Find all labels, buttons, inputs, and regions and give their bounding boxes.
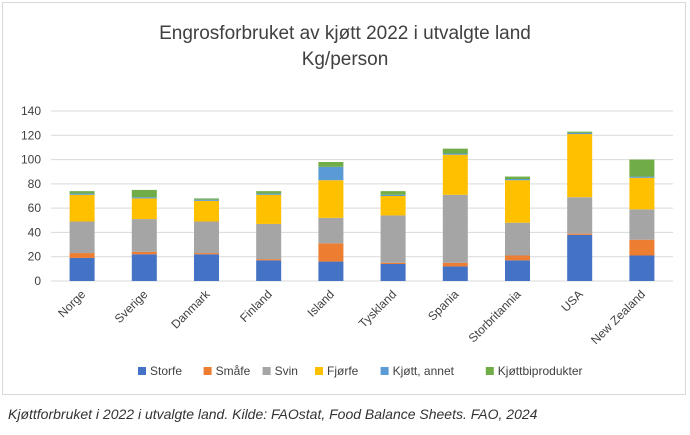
bar-segment bbox=[194, 198, 219, 200]
bar-segment bbox=[131, 219, 157, 252]
bar-segment bbox=[256, 193, 282, 195]
bar-segment bbox=[505, 176, 530, 179]
bar-segment bbox=[442, 153, 468, 155]
bar-segment bbox=[442, 262, 468, 267]
legend-swatch bbox=[380, 367, 389, 375]
chart-frame: Engrosforbruket av kjøtt 2022 i utvalgte… bbox=[2, 2, 686, 395]
bar-segment bbox=[131, 254, 157, 281]
bar-segment bbox=[69, 193, 95, 195]
bar-segment bbox=[318, 180, 344, 218]
bar-segment bbox=[505, 179, 530, 181]
bar-segment bbox=[194, 199, 219, 201]
bar-segment bbox=[505, 260, 530, 281]
x-tick-label: Storbritannia bbox=[466, 287, 524, 345]
bar-segment bbox=[505, 180, 530, 223]
bar-segment bbox=[629, 176, 655, 178]
y-tick-label: 80 bbox=[28, 177, 42, 191]
bar-segment bbox=[131, 251, 157, 255]
legend-swatch bbox=[138, 367, 146, 375]
y-tick-label: 100 bbox=[21, 153, 41, 167]
bar-segment bbox=[380, 196, 406, 216]
bar-segment bbox=[131, 189, 157, 198]
legend-label: Kjøtt, annet bbox=[393, 364, 455, 378]
bar-segment bbox=[380, 215, 406, 263]
legend-label: Kjøttbiprodukter bbox=[498, 364, 583, 378]
y-axis-ticks: 0 20 40 60 80 100 120 140 bbox=[21, 104, 41, 288]
x-axis-ticks: Norge Sverige Danmark Finland Island Tyskland… bbox=[55, 287, 648, 348]
x-tick-label: Spania bbox=[425, 287, 462, 324]
x-tick-label: New Zealand bbox=[588, 287, 648, 347]
bar-segment bbox=[380, 264, 406, 281]
bar-segment bbox=[69, 221, 95, 254]
y-tick-label: 20 bbox=[28, 250, 42, 264]
legend-swatch bbox=[262, 367, 271, 375]
bar-segment bbox=[256, 259, 282, 261]
y-tick-label: 120 bbox=[21, 128, 41, 142]
bar-segment bbox=[69, 257, 95, 281]
legend-label: Fjørfe bbox=[327, 364, 359, 378]
bar-segment bbox=[131, 198, 157, 220]
stacked-bar-chart: Engrosforbruket av kjøtt 2022 i utvalgte… bbox=[21, 23, 673, 378]
bar-segment bbox=[318, 162, 344, 167]
bar-segment bbox=[505, 255, 530, 261]
bar-segment bbox=[380, 262, 406, 264]
legend-label: Småfe bbox=[216, 364, 251, 378]
bar-segment bbox=[629, 209, 655, 240]
bar-segment bbox=[318, 217, 344, 244]
bars bbox=[69, 131, 655, 281]
bar-segment bbox=[380, 194, 406, 196]
x-tick-label: Tyskland bbox=[356, 287, 399, 330]
bar-segment bbox=[442, 266, 468, 281]
bar-segment bbox=[194, 253, 219, 255]
bar-segment bbox=[567, 197, 593, 234]
x-tick-label: Danmark bbox=[168, 287, 213, 332]
bar-segment bbox=[318, 243, 344, 262]
bar-segment bbox=[567, 131, 593, 133]
chart-title: Engrosforbruket av kjøtt 2022 i utvalgte… bbox=[159, 23, 531, 44]
legend-label: Svin bbox=[275, 364, 298, 378]
bar-segment bbox=[442, 154, 468, 195]
y-tick-label: 140 bbox=[21, 104, 41, 118]
y-tick-label: 0 bbox=[34, 274, 41, 288]
legend-label: Storfe bbox=[150, 364, 182, 378]
bar-segment bbox=[629, 255, 655, 281]
bar-segment bbox=[567, 134, 593, 198]
bar-segment bbox=[629, 239, 655, 256]
bar-segment bbox=[567, 233, 593, 235]
bar-segment bbox=[442, 148, 468, 154]
x-tick-label: Sverige bbox=[112, 287, 151, 326]
legend-swatch bbox=[485, 367, 494, 375]
y-tick-label: 60 bbox=[28, 201, 42, 215]
bar-segment bbox=[380, 191, 406, 195]
figure-caption: Kjøttforbruket i 2022 i utvalgte land. K… bbox=[8, 406, 538, 422]
x-tick-label: Norge bbox=[55, 287, 88, 320]
bar-segment bbox=[131, 197, 157, 199]
bar-segment bbox=[567, 132, 593, 135]
x-tick-label: Finland bbox=[237, 287, 275, 325]
bar-segment bbox=[318, 261, 344, 281]
y-tick-label: 40 bbox=[28, 225, 42, 239]
x-tick-label: USA bbox=[558, 287, 585, 314]
x-tick-label: Island bbox=[304, 287, 337, 320]
bar-segment bbox=[256, 191, 282, 194]
bar-segment bbox=[194, 200, 219, 222]
bar-segment bbox=[194, 254, 219, 281]
bar-segment bbox=[505, 222, 530, 256]
bar-segment bbox=[629, 159, 655, 177]
bar-segment bbox=[69, 253, 95, 258]
bar-segment bbox=[567, 234, 593, 281]
bar-segment bbox=[318, 166, 344, 181]
bar-segment bbox=[629, 177, 655, 210]
bar-segment bbox=[256, 223, 282, 260]
legend-swatch bbox=[315, 367, 323, 375]
bar-segment bbox=[194, 221, 219, 254]
bar-segment bbox=[256, 194, 282, 224]
bar-segment bbox=[256, 260, 282, 281]
legend: Storfe Småfe Svin Fjørfe Kjøtt, annet Kjøttbi… bbox=[138, 364, 583, 378]
bar-segment bbox=[69, 191, 95, 194]
bar-segment bbox=[69, 194, 95, 222]
bar-segment bbox=[442, 194, 468, 263]
legend-swatch bbox=[203, 367, 212, 375]
chart-subtitle: Kg/person bbox=[302, 49, 389, 70]
